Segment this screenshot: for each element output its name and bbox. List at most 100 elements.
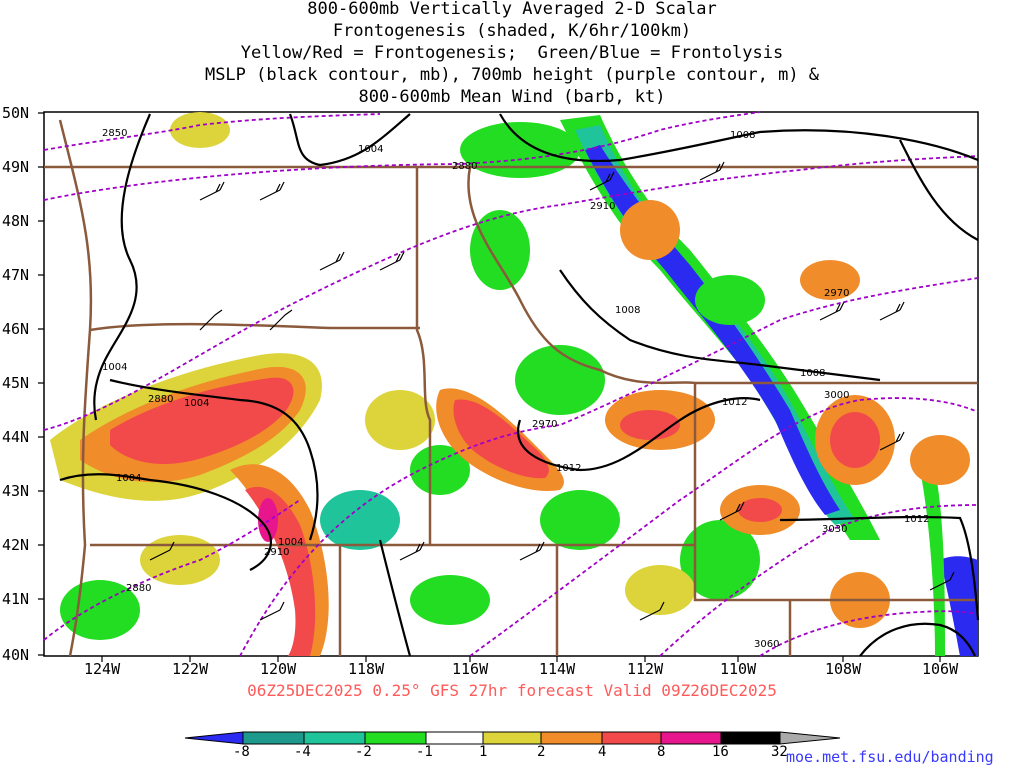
colorbar-seg-5 bbox=[482, 731, 542, 745]
mslp-label: 1008 bbox=[615, 305, 640, 316]
wind-barbs bbox=[149, 161, 955, 621]
colorbar-seg-9 bbox=[720, 731, 781, 745]
wind-barb bbox=[519, 541, 545, 561]
lon-label: 112W bbox=[627, 660, 664, 678]
lon-label: 114W bbox=[539, 660, 576, 678]
frontogenesis-blob-13 bbox=[140, 535, 220, 585]
credit-url: moe.met.fsu.edu/banding bbox=[786, 748, 994, 766]
colorbar-seg-6 bbox=[540, 731, 603, 745]
mslp-contour-south bbox=[378, 539, 412, 657]
frontolysis-blob-8 bbox=[695, 275, 765, 325]
colorbar-seg-4 bbox=[425, 731, 484, 745]
frontolysis-blob-4 bbox=[320, 490, 400, 550]
lat-label: 43N bbox=[2, 482, 30, 500]
wind-barb bbox=[639, 601, 665, 621]
wind-barb bbox=[929, 571, 955, 591]
frontogenesis-blob-6 bbox=[738, 498, 782, 522]
wy-box bbox=[693, 381, 978, 602]
frontolysis-blob-5 bbox=[410, 445, 470, 495]
contour-labels: 1004 1008 1004 1004 1004 1004 1008 1008 … bbox=[102, 128, 929, 650]
colorbar-label: 2 bbox=[537, 744, 546, 760]
lat-label: 47N bbox=[2, 266, 30, 284]
geographic-borders bbox=[44, 119, 978, 657]
frontogenesis-blob-8 bbox=[800, 260, 860, 300]
height-label: 3000 bbox=[824, 390, 849, 401]
wind-barb bbox=[719, 501, 745, 521]
colorbar-seg-3 bbox=[364, 731, 427, 745]
height-label: 3030 bbox=[822, 524, 847, 535]
colorbar-seg-0 bbox=[184, 731, 244, 745]
height-label: 2970 bbox=[532, 419, 557, 430]
height-label: 2850 bbox=[102, 128, 127, 139]
frontogenesis-blob-2 bbox=[620, 410, 680, 440]
mslp-contours bbox=[59, 113, 980, 657]
wind-barb bbox=[319, 251, 345, 271]
height-contours bbox=[43, 111, 979, 657]
colorbar-seg-1 bbox=[242, 731, 305, 745]
id-border bbox=[415, 167, 432, 545]
colorbar-seg-8 bbox=[660, 731, 722, 745]
frontogenesis-band-central-red bbox=[453, 399, 549, 479]
pacific-coast bbox=[58, 119, 93, 657]
height-label: 2970 bbox=[824, 288, 849, 299]
mslp-contour-east bbox=[899, 139, 979, 241]
colorbar-label: -4 bbox=[294, 744, 311, 760]
mslp-label: 1004 bbox=[116, 473, 141, 484]
mslp-contour-1012-east bbox=[779, 515, 980, 621]
title-line-1: 800-600mb Vertically Averaged 2-D Scalar bbox=[307, 0, 717, 19]
frontogenesis-band-west-red bbox=[110, 377, 294, 465]
mslp-label: 1004 bbox=[358, 144, 383, 155]
frontolysis-blob-9 bbox=[680, 520, 760, 600]
frontogenesis-plume-south-red bbox=[245, 486, 316, 656]
lat-label: 45N bbox=[2, 374, 30, 392]
title-line-4: MSLP (black contour, mb), 700mb height (… bbox=[204, 65, 820, 85]
frontolysis-blue-far-east bbox=[940, 556, 978, 656]
mslp-contour-se bbox=[859, 622, 977, 657]
colorbar-label: -2 bbox=[355, 744, 372, 760]
height-contour-3000 bbox=[469, 397, 979, 657]
wind-barb bbox=[819, 301, 845, 321]
lon-label: 122W bbox=[172, 660, 209, 678]
frontolysis-blob-3 bbox=[515, 345, 605, 415]
mslp-contour-1004-west bbox=[93, 113, 152, 421]
height-contour-2910 bbox=[43, 155, 979, 431]
axis-ticks bbox=[38, 112, 941, 662]
mslp-label: 1004 bbox=[278, 537, 303, 548]
frontogenesis-blob-9 bbox=[170, 112, 230, 148]
height-contour-3060 bbox=[759, 610, 979, 657]
mslp-contour-1012-central bbox=[517, 397, 761, 472]
wind-barb bbox=[589, 171, 615, 191]
lon-label: 106W bbox=[922, 660, 959, 678]
wind-barb bbox=[269, 309, 293, 331]
lon-label: 118W bbox=[348, 660, 385, 678]
colorbar bbox=[184, 731, 841, 745]
mslp-label: 1012 bbox=[722, 397, 747, 408]
lon-label: 120W bbox=[260, 660, 297, 678]
wind-barb bbox=[149, 541, 175, 561]
lon-label: 110W bbox=[720, 660, 757, 678]
wind-barb bbox=[399, 541, 425, 561]
title-line-5: 800-600mb Mean Wind (barb, kt) bbox=[358, 87, 666, 107]
wind-barb bbox=[879, 431, 905, 451]
lat-label: 42N bbox=[2, 536, 30, 554]
wind-barb bbox=[199, 309, 223, 331]
colorbar-label: -1 bbox=[416, 744, 433, 760]
lat-label: 46N bbox=[2, 320, 30, 338]
colorbar-label: 8 bbox=[657, 744, 666, 760]
height-contour-2880-sw bbox=[43, 499, 301, 641]
frontolysis-blob-1 bbox=[460, 122, 580, 178]
wa-or-border bbox=[89, 322, 420, 332]
lat-label: 44N bbox=[2, 428, 30, 446]
mslp-contour-1004-north bbox=[288, 113, 411, 167]
colorbar-seg-7 bbox=[601, 731, 662, 745]
mslp-label: 1004 bbox=[184, 398, 209, 409]
lat-label: 49N bbox=[2, 158, 30, 176]
shaded-frontogenesis bbox=[50, 112, 978, 656]
height-contour-2880 bbox=[43, 111, 761, 201]
mslp-label: 1008 bbox=[800, 368, 825, 379]
mslp-contour-1004-sw bbox=[59, 473, 272, 571]
wind-barb bbox=[379, 251, 405, 271]
height-label: 2880 bbox=[148, 394, 173, 405]
height-contour-3030 bbox=[659, 504, 979, 657]
mslp-label: 1008 bbox=[730, 130, 755, 141]
